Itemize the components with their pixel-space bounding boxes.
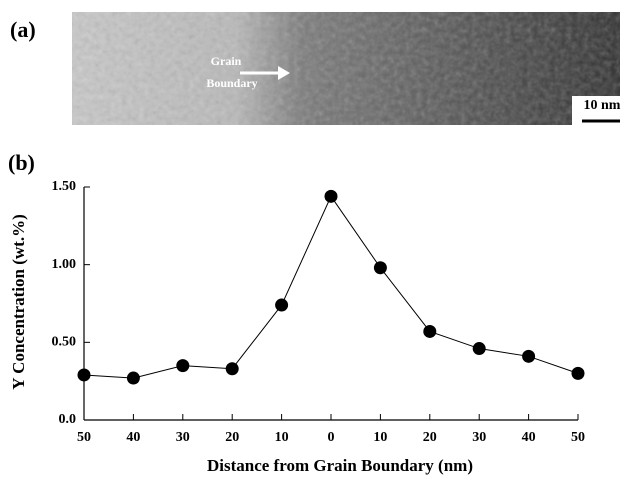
x-tick-label: 20 bbox=[423, 430, 437, 445]
y-axis-label: Y Concentration (wt.%) bbox=[9, 214, 28, 389]
x-tick-label: 40 bbox=[126, 430, 140, 445]
panel-label: (b) bbox=[8, 150, 35, 175]
y-tick-label: 0.50 bbox=[52, 335, 77, 350]
data-point bbox=[374, 261, 387, 274]
y-tick-label: 0.0 bbox=[59, 412, 77, 427]
figure: (a) Grain Boundary 10 nm (b) Distance fr… bbox=[0, 0, 629, 480]
data-point bbox=[522, 350, 535, 363]
x-tick-label: 50 bbox=[571, 430, 585, 445]
x-tick-label: 30 bbox=[472, 430, 486, 445]
data-point bbox=[176, 359, 189, 372]
x-tick-label: 0 bbox=[328, 430, 335, 445]
panel-label: (a) bbox=[10, 17, 36, 42]
x-axis-label: Distance from Grain Boundary (nm) bbox=[207, 456, 473, 475]
data-point bbox=[423, 325, 436, 338]
y-tick-label: 1.00 bbox=[52, 257, 77, 272]
data-point bbox=[275, 299, 288, 312]
data-point bbox=[473, 342, 486, 355]
scale-bar-label: 10 nm bbox=[584, 98, 621, 113]
data-point bbox=[325, 190, 338, 203]
data-point bbox=[226, 362, 239, 375]
x-tick-label: 40 bbox=[522, 430, 536, 445]
data-point bbox=[127, 372, 140, 385]
data-point bbox=[78, 368, 91, 381]
tem-texture bbox=[72, 12, 620, 125]
data-point bbox=[572, 367, 585, 380]
annotation: Boundary bbox=[206, 76, 257, 90]
y-tick-label: 1.50 bbox=[52, 179, 77, 194]
data-line bbox=[84, 196, 578, 378]
x-tick-label: 10 bbox=[373, 430, 387, 445]
annotation: Grain bbox=[211, 54, 242, 68]
x-tick-label: 30 bbox=[176, 430, 190, 445]
x-tick-label: 20 bbox=[225, 430, 239, 445]
x-tick-label: 10 bbox=[275, 430, 289, 445]
x-tick-label: 50 bbox=[77, 430, 91, 445]
